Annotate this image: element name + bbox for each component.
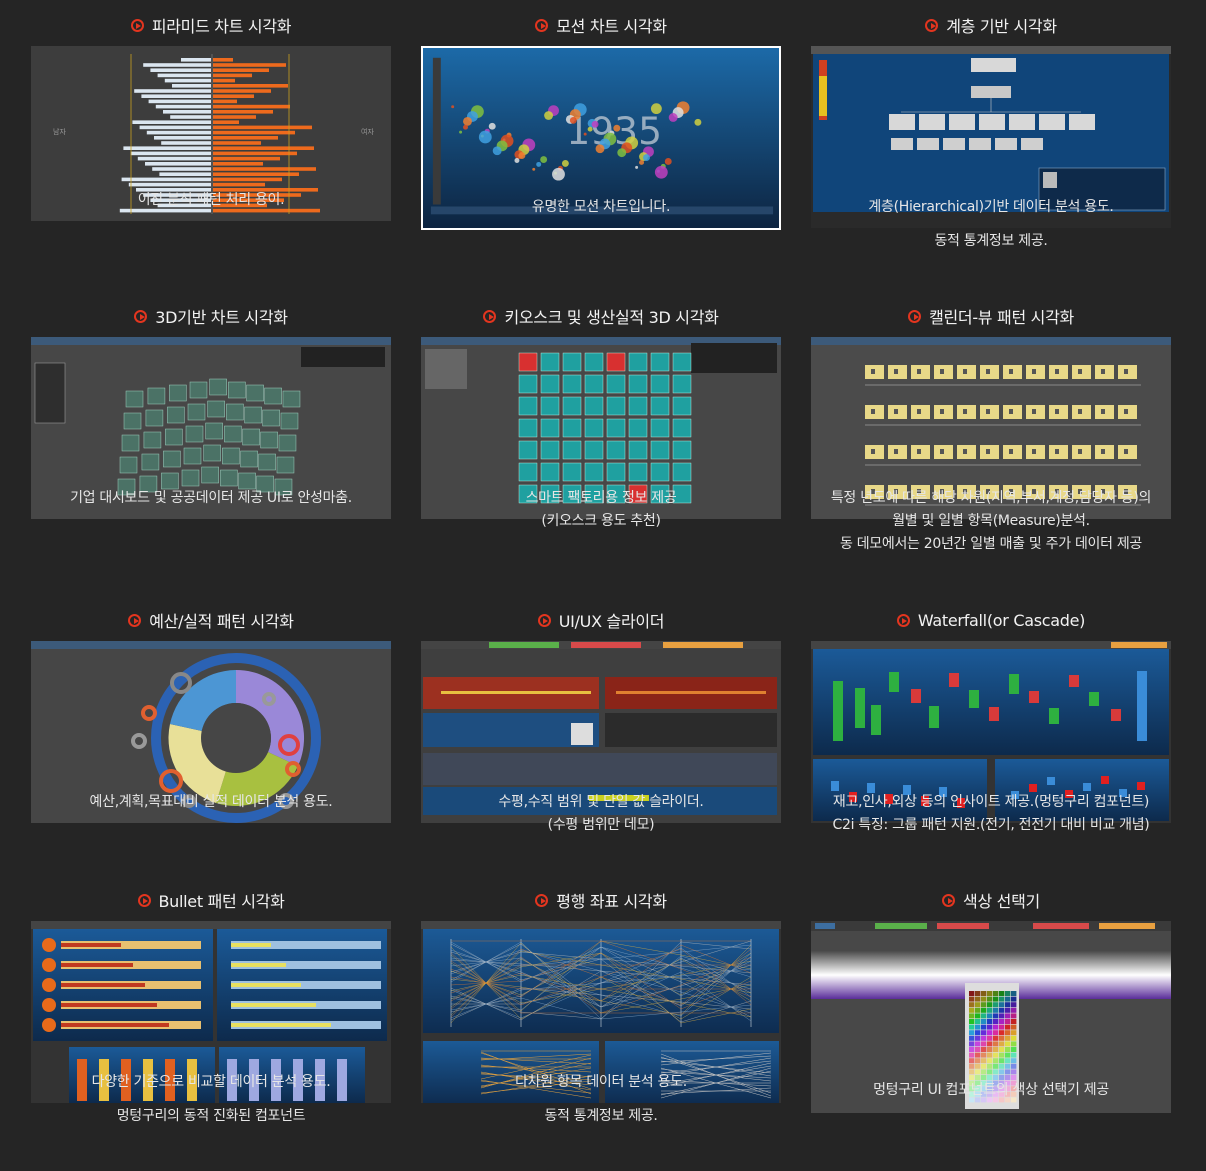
card-description: 스마트 팩토리용 정보 제공 (키오스크 용도 추천) — [525, 490, 677, 529]
kiosk-chart-thumbnail[interactable] — [421, 337, 781, 519]
card-description: 다차원 항목 데이터 분석 용도. 동적 통계정보 제공. — [515, 1074, 687, 1124]
play-icon — [128, 613, 142, 627]
kiosk-chart-graphic — [421, 337, 781, 519]
colorpicker-graphic — [811, 921, 1171, 1113]
card-title-text: 평행 좌표 시각화 — [556, 892, 667, 911]
parallel-chart-thumbnail[interactable] — [421, 921, 781, 1103]
card-title[interactable]: 키오스크 및 생산실적 3D 시각화 — [421, 303, 781, 329]
play-icon — [908, 309, 922, 323]
card-title[interactable]: 계층 기반 시각화 — [811, 12, 1171, 38]
card-description: 재고,인사,외상 등의 인사이트 제공.(멍텅구리 컴포넌트) C2i 특징: 그… — [832, 794, 1150, 833]
male-label: 남자 — [53, 127, 66, 136]
card-title-text: 키오스크 및 생산실적 3D 시각화 — [504, 308, 719, 327]
bullet-chart-thumbnail[interactable] — [31, 921, 391, 1103]
calendar-chart-thumbnail[interactable] — [811, 337, 1171, 519]
bullet-chart-graphic — [31, 921, 391, 1103]
card-description: 이진 분석 패턴 처리 용이. — [137, 192, 285, 208]
waterfall-chart-graphic — [811, 641, 1171, 823]
card-hierarchy[interactable]: 계층 기반 시각화 계층(Hierarchical)기반 데이터 분석 용도. 동… — [811, 12, 1171, 249]
slider-chart-thumbnail[interactable] — [421, 641, 781, 823]
card-title[interactable]: 3D기반 차트 시각화 — [31, 303, 391, 329]
pyramid-chart-graphic: 남자 여자 — [31, 46, 391, 221]
play-icon — [130, 18, 144, 32]
card-motion[interactable]: 모션 차트 시각화 1935 유명한 모션 차트입니다. — [421, 12, 781, 230]
play-icon — [535, 18, 549, 32]
card-parallel[interactable]: 평행 좌표 시각화 다차원 항목 데이터 분석 용도. 동적 통계정보 제공. — [421, 887, 781, 1124]
card-title[interactable]: Bullet 패턴 시각화 — [31, 887, 391, 913]
card-description: 계층(Hierarchical)기반 데이터 분석 용도. 동적 통계정보 제공. — [868, 199, 1114, 249]
card-title[interactable]: 모션 차트 시각화 — [421, 12, 781, 38]
3d-chart-graphic — [31, 337, 391, 519]
card-title[interactable]: 캘린더-뷰 패턴 시각화 — [811, 303, 1171, 329]
card-title-text: 색상 선택기 — [963, 892, 1040, 911]
motion-chart-thumbnail[interactable]: 1935 — [421, 46, 781, 230]
card-title-text: Bullet 패턴 시각화 — [158, 892, 285, 911]
hierarchy-chart-graphic — [811, 46, 1171, 228]
play-icon — [537, 613, 551, 627]
card-3d[interactable]: 3D기반 차트 시각화 기업 대시보드 및 공공데이터 제공 UI로 안성마춤. — [31, 303, 391, 519]
card-title-text: UI/UX 슬라이더 — [558, 612, 665, 631]
waterfall-chart-thumbnail[interactable] — [811, 641, 1171, 823]
3d-chart-thumbnail[interactable] — [31, 337, 391, 519]
year-label: 1935 — [566, 109, 662, 153]
card-description: 수평,수직 범위 및 단일 값 슬라이더. (수평 범위만 데모) — [498, 794, 704, 833]
card-description: 기업 대시보드 및 공공데이터 제공 UI로 안성마춤. — [70, 490, 352, 506]
hierarchy-chart-thumbnail[interactable] — [811, 46, 1171, 228]
card-title[interactable]: 평행 좌표 시각화 — [421, 887, 781, 913]
colorpicker-thumbnail[interactable] — [811, 921, 1171, 1113]
card-title-text: 예산/실적 패턴 시각화 — [149, 612, 294, 631]
play-icon — [535, 893, 549, 907]
play-icon — [942, 893, 956, 907]
slider-chart-graphic — [421, 641, 781, 823]
pyramid-chart-thumbnail[interactable]: 남자 여자 — [31, 46, 391, 221]
card-title-text: Waterfall(or Cascade) — [917, 610, 1086, 630]
card-description: 특정 년도에 따른 해당 차원(지역,부서,계정,담당자 등)의 월별 및 일별 … — [830, 490, 1152, 552]
card-title-text: 캘린더-뷰 패턴 시각화 — [929, 308, 1074, 327]
card-title-text: 모션 차트 시각화 — [556, 17, 667, 36]
card-title[interactable]: 색상 선택기 — [811, 887, 1171, 913]
female-label: 여자 — [361, 127, 374, 136]
card-description: 유명한 모션 차트입니다. — [531, 199, 671, 215]
card-waterfall[interactable]: Waterfall(or Cascade) 재고,인사,외상 등의 인사이트 제… — [811, 607, 1171, 833]
card-title[interactable]: 예산/실적 패턴 시각화 — [31, 607, 391, 633]
card-title-text: 피라미드 차트 시각화 — [151, 17, 292, 36]
play-icon — [925, 18, 939, 32]
card-budget[interactable]: 예산/실적 패턴 시각화 예산,계획,목표대비 실적 데이터 분석 용도. — [31, 607, 391, 823]
card-colorpicker[interactable]: 색상 선택기 멍텅구리 UI 컴포넌트의 색상 선택기 제공 — [811, 887, 1171, 1113]
card-kiosk[interactable]: 키오스크 및 생산실적 3D 시각화 스마트 팩토리용 정보 제공 (키오스크 용… — [421, 303, 781, 529]
card-bullet[interactable]: Bullet 패턴 시각화 다양한 기준으로 비교할 데이터 분석 용도. 멍텅구… — [31, 887, 391, 1124]
play-icon — [896, 613, 910, 627]
card-calendar[interactable]: 캘린더-뷰 패턴 시각화 특정 년도에 따른 해당 차원(지역,부서,계정,담당… — [811, 303, 1171, 552]
motion-chart-graphic: 1935 — [423, 48, 779, 228]
card-title-text: 계층 기반 시각화 — [946, 17, 1057, 36]
card-title[interactable]: UI/UX 슬라이더 — [421, 607, 781, 633]
play-icon — [483, 309, 497, 323]
calendar-chart-graphic — [811, 337, 1171, 519]
play-icon — [137, 893, 151, 907]
card-title[interactable]: 피라미드 차트 시각화 — [31, 12, 391, 38]
budget-chart-graphic — [31, 641, 391, 823]
budget-chart-thumbnail[interactable] — [31, 641, 391, 823]
card-pyramid[interactable]: 피라미드 차트 시각화 남자 여자 이진 분석 패턴 처리 용이. — [31, 12, 391, 221]
card-title[interactable]: Waterfall(or Cascade) — [811, 607, 1171, 633]
card-slider[interactable]: UI/UX 슬라이더 수평,수직 범위 및 단일 값 슬라이더. (수평 범위만 … — [421, 607, 781, 833]
card-description: 멍텅구리 UI 컴포넌트의 색상 선택기 제공 — [873, 1082, 1109, 1098]
card-title-text: 3D기반 차트 시각화 — [155, 308, 288, 327]
card-description: 다양한 기준으로 비교할 데이터 분석 용도. 멍텅구리의 동적 진화된 컴포넌트 — [91, 1074, 331, 1124]
play-icon — [134, 309, 148, 323]
parallel-chart-graphic — [421, 921, 781, 1103]
card-description: 예산,계획,목표대비 실적 데이터 분석 용도. — [89, 794, 333, 810]
